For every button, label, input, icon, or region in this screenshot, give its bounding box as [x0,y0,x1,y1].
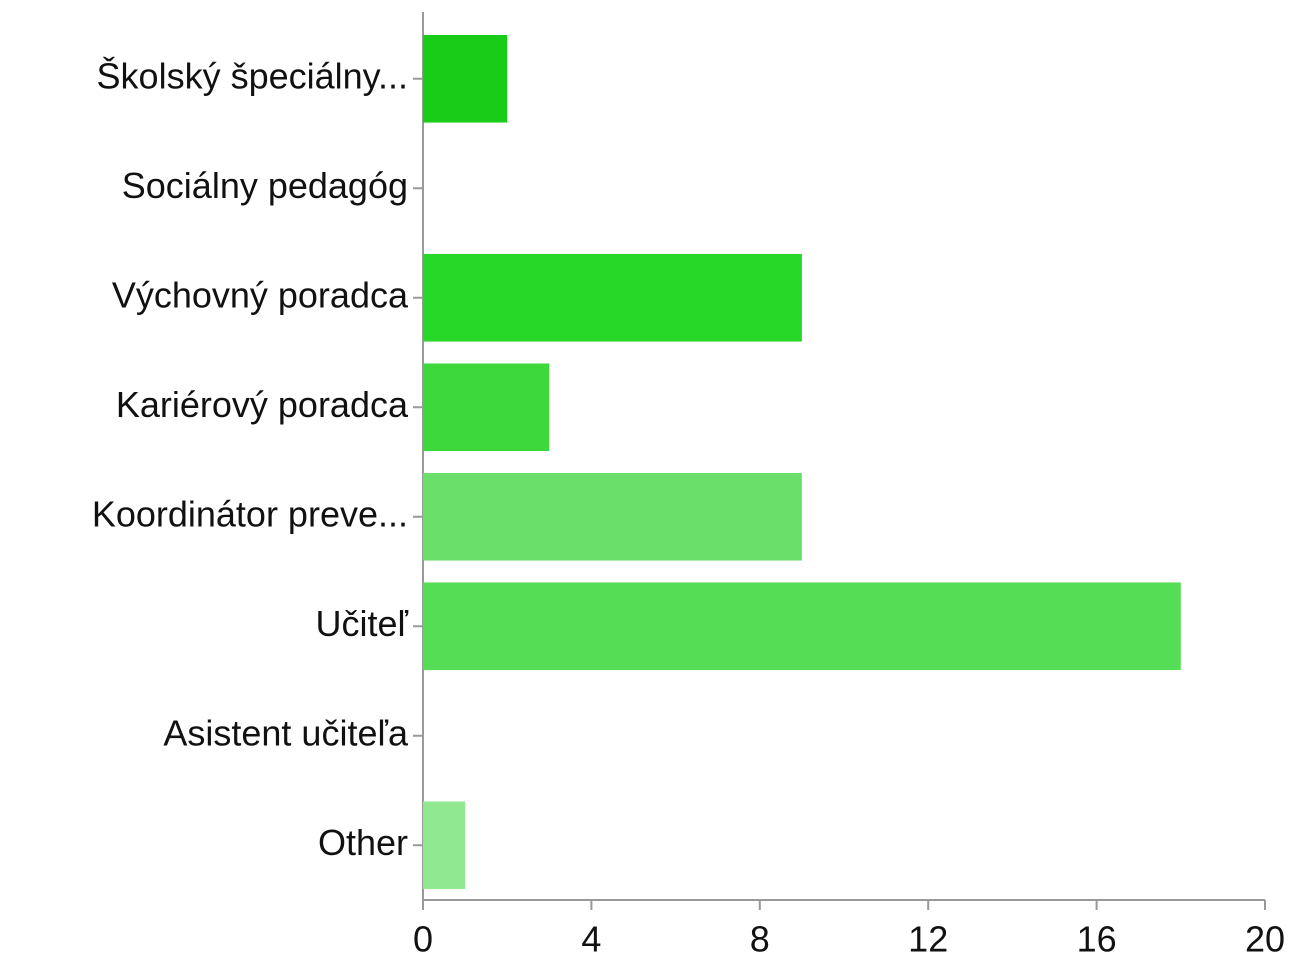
x-tick-label: 4 [581,919,601,960]
bar [423,363,550,452]
x-tick-label: 12 [908,919,948,960]
bar [423,472,802,561]
y-tick-label: Sociálny pedagóg [122,165,408,206]
bar [423,582,1181,671]
y-tick-label: Kariérový poradca [116,384,409,425]
y-tick-label: Koordinátor preve... [92,493,408,534]
bar [423,801,466,890]
y-tick-label: Školský špeciálny... [97,55,408,96]
x-tick-label: 0 [413,919,433,960]
y-tick-label: Učiteľ [315,603,408,644]
x-tick-label: 8 [750,919,770,960]
bar [423,253,802,342]
y-tick-label: Other [318,822,408,863]
x-tick-label: 16 [1077,919,1117,960]
x-tick-label: 20 [1245,919,1285,960]
bar [423,34,508,123]
y-tick-label: Výchovný poradca [112,274,409,315]
y-tick-label: Asistent učiteľa [163,712,409,753]
